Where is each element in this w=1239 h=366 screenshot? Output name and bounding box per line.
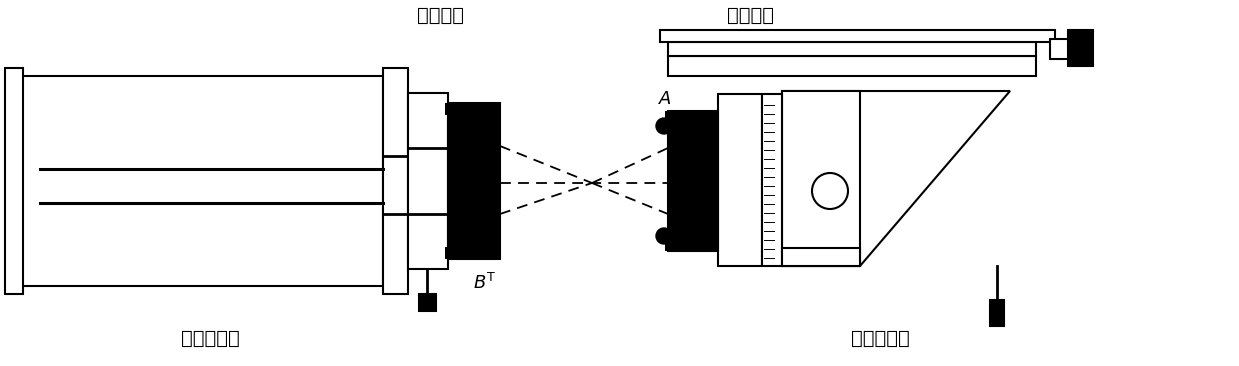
Bar (660, 30, 1054, 42)
Text: $B^{\mathrm{T}}$: $B^{\mathrm{T}}$ (473, 273, 497, 293)
Bar (408, 93, 449, 269)
Text: 斐索干涉仪: 斐索干涉仪 (181, 329, 239, 348)
Text: $A$: $A$ (658, 90, 672, 108)
Bar (717, 94, 762, 266)
Bar (782, 91, 860, 266)
Bar (668, 42, 1036, 56)
Bar (1068, 30, 1093, 66)
Bar (762, 94, 782, 266)
Bar (782, 248, 860, 266)
Polygon shape (782, 91, 1010, 266)
Bar (668, 56, 1036, 76)
Text: 透射球面: 透射球面 (416, 6, 463, 25)
Circle shape (655, 228, 672, 244)
Bar (1049, 39, 1070, 59)
Circle shape (812, 173, 847, 209)
Bar (665, 111, 717, 121)
Circle shape (655, 118, 672, 134)
Bar (19, 76, 383, 286)
Bar (383, 68, 408, 294)
Bar (445, 247, 501, 259)
Bar (419, 294, 436, 311)
Bar (665, 241, 717, 251)
Bar (445, 103, 501, 115)
Bar (449, 103, 501, 259)
Bar (668, 111, 717, 251)
Text: 六维调整架: 六维调整架 (851, 329, 909, 348)
Bar (990, 300, 1004, 326)
Bar (5, 68, 24, 294)
Text: 反射球面: 反射球面 (726, 6, 773, 25)
